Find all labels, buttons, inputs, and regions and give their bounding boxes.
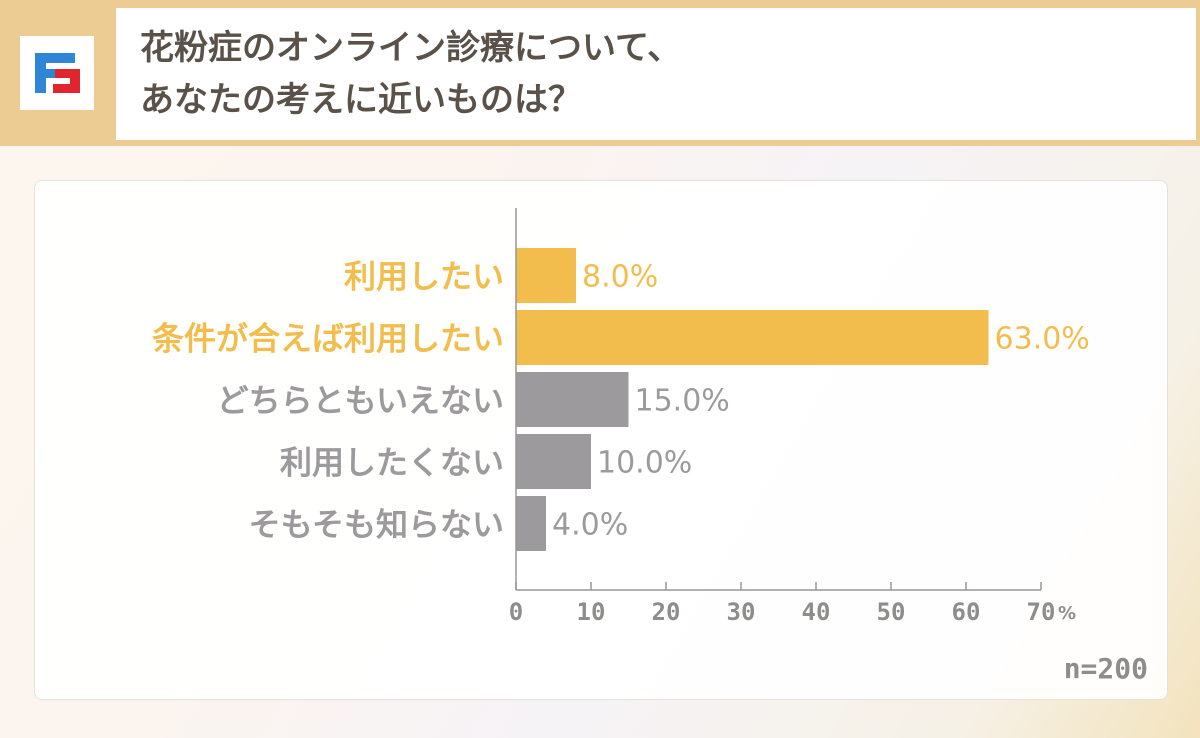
category-label-1: 条件が合えば利用したい [152, 320, 504, 358]
data-label-1: 63.0% [995, 322, 1090, 357]
chart-card [34, 180, 1168, 700]
data-label-0: 8.0% [582, 260, 658, 295]
x-tick-label-1: 10 [577, 598, 606, 626]
x-tick-label-6: 60 [952, 598, 981, 626]
bar-3 [516, 434, 591, 489]
bar-4 [516, 496, 546, 551]
data-label-4: 4.0% [552, 508, 628, 543]
category-label-2: どちらともいえない [217, 382, 504, 420]
bar-1 [516, 310, 989, 365]
x-tick-label-2: 20 [652, 598, 681, 626]
x-tick-label-5: 50 [877, 598, 906, 626]
title-box: 花粉症のオンライン診療について、 あなたの考えに近いものは？ [116, 8, 1196, 140]
x-tick-label-3: 30 [727, 598, 756, 626]
category-label-3: 利用したくない [280, 444, 504, 482]
x-axis-unit-label: % [1058, 603, 1076, 624]
data-label-2: 15.0% [635, 384, 730, 419]
sample-size-note: n=200 [1063, 652, 1148, 685]
x-tick-label-7: 70 [1027, 598, 1056, 626]
category-label-4: そもそも知らない [249, 506, 504, 544]
data-label-3: 10.0% [597, 446, 692, 481]
bar-0 [516, 248, 576, 303]
chart-title-line-2: あなたの考えに近いものは？ [140, 80, 582, 120]
brand-logo-icon [20, 36, 94, 110]
x-tick-label-0: 0 [509, 598, 523, 626]
chart-title-line-1: 花粉症のオンライン診療について、 [140, 28, 682, 68]
category-label-0: 利用したい [344, 258, 504, 296]
bar-2 [516, 372, 629, 427]
x-tick-label-4: 40 [802, 598, 831, 626]
